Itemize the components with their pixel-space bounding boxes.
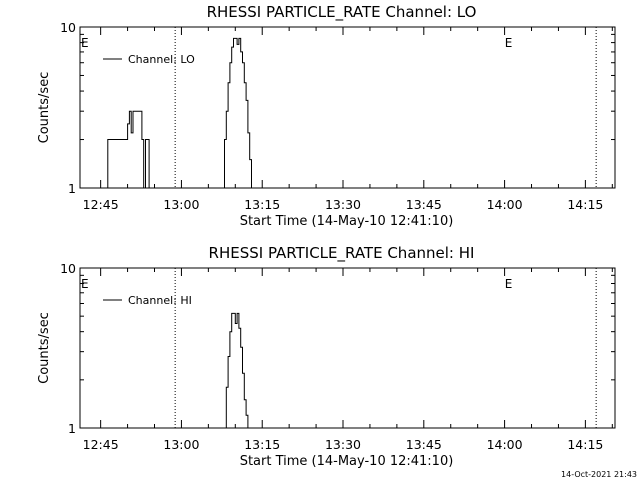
- x-axis-label: Start Time (14-May-10 12:41:10): [240, 454, 454, 469]
- plot-frame: [79, 26, 616, 189]
- x-tick-label: 14:00: [487, 437, 523, 452]
- x-tick-label: 13:00: [163, 437, 199, 452]
- x-tick-label: 13:30: [325, 437, 361, 452]
- event-marker: E: [505, 277, 513, 291]
- x-tick-label: 12:45: [83, 197, 119, 212]
- x-tick-label: 13:45: [406, 437, 442, 452]
- chart-title: RHESSI PARTICLE_RATE Channel: LO: [207, 3, 477, 22]
- legend-label: Channel: HI: [128, 294, 192, 307]
- x-tick-label: 13:15: [244, 437, 280, 452]
- x-axis-label: Start Time (14-May-10 12:41:10): [240, 214, 454, 229]
- y-axis-label: Counts/sec: [37, 312, 52, 384]
- event-marker: E: [81, 277, 89, 291]
- legend-label: Channel: LO: [128, 53, 195, 66]
- y-axis-label: Counts/sec: [37, 72, 52, 144]
- x-tick-label: 13:45: [406, 197, 442, 212]
- plot-frame: [79, 267, 616, 429]
- event-marker: E: [505, 36, 513, 50]
- y-tick-label: 1: [68, 421, 76, 436]
- y-tick-label: 10: [60, 261, 76, 276]
- x-tick-label: 14:15: [567, 197, 603, 212]
- series-line: [106, 37, 254, 189]
- timestamp: 14-Oct-2021 21:43: [561, 470, 637, 479]
- chart-title: RHESSI PARTICLE_RATE Channel: HI: [209, 244, 475, 263]
- y-tick-label: 10: [60, 20, 76, 35]
- x-tick-label: 14:15: [567, 437, 603, 452]
- series-line: [224, 312, 252, 429]
- x-tick-label: 14:00: [487, 197, 523, 212]
- x-tick-label: 13:00: [163, 197, 199, 212]
- x-tick-label: 13:15: [244, 197, 280, 212]
- x-tick-label: 13:30: [325, 197, 361, 212]
- event-marker: E: [81, 36, 89, 50]
- x-tick-label: 12:45: [83, 437, 119, 452]
- y-tick-label: 1: [68, 181, 76, 196]
